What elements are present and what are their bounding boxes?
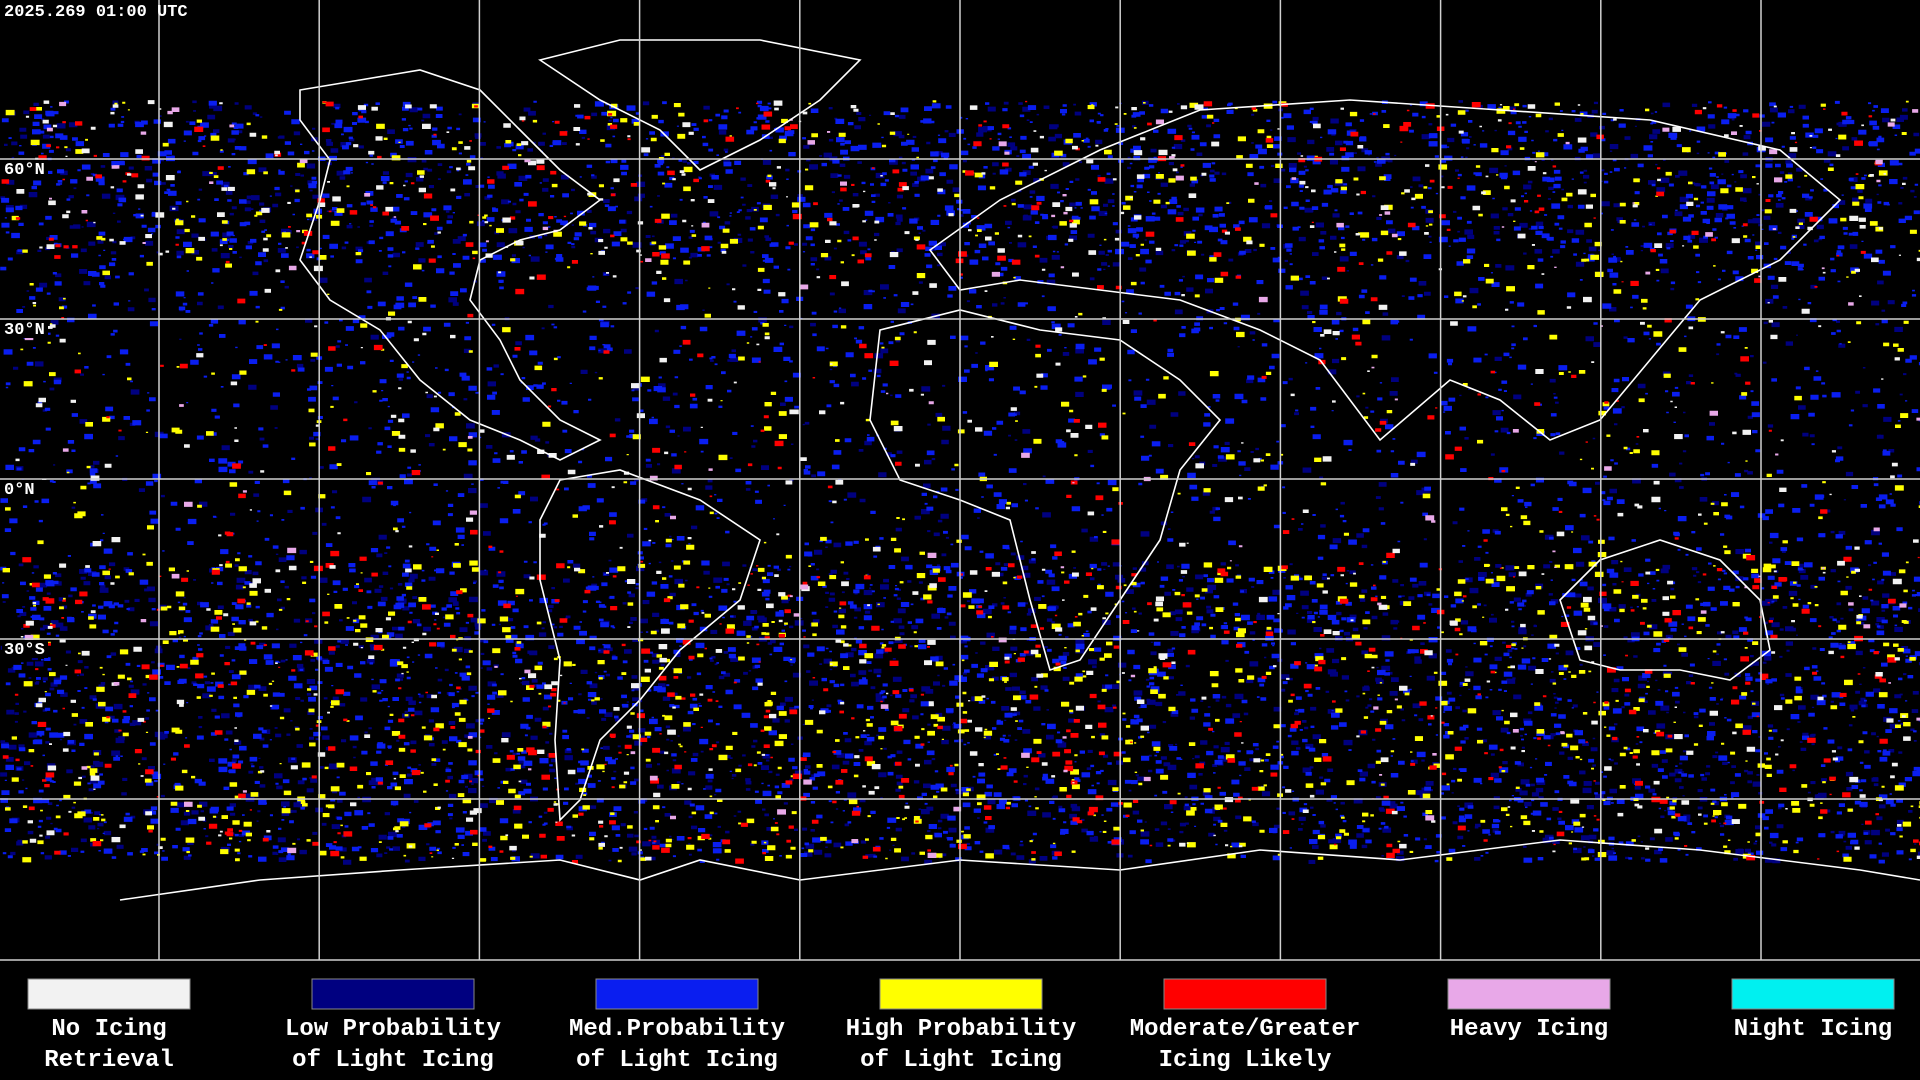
label-backdrop [2,320,48,338]
legend-swatch [27,978,191,1010]
legend-swatch [1731,978,1895,1010]
legend-swatch [1447,978,1611,1010]
legend-swatch [595,978,759,1010]
latitude-label: 30°N [4,321,45,340]
legend-swatch [879,978,1043,1010]
legend-label: of Light Icing [576,1047,778,1074]
legend-label: Retrieval [44,1047,174,1074]
legend-label: Low Probability [285,1016,501,1043]
legend: No Icing Retrieval Low Probability of Light… [27,978,1895,1074]
legend-label: Med.Probability [569,1016,785,1043]
label-backdrop [2,480,48,498]
coastline [1559,539,1771,681]
legend-swatch [311,978,475,1010]
coastline [538,39,862,171]
coastline [299,69,602,461]
legend-label: Night Icing [1734,1016,1892,1043]
legend-label: High Probability [846,1016,1076,1043]
label-backdrop [2,640,48,658]
legend-label: No Icing [51,1016,166,1043]
legend-label: Moderate/Greater [1130,1016,1360,1043]
icing-patches [0,100,1920,865]
coastline [928,99,1842,442]
latitude-label: 60°N [4,161,45,180]
latitude-label: 0°N [4,481,35,500]
graticule [0,0,1920,961]
legend-label: Heavy Icing [1450,1016,1608,1043]
icing-patch-group [0,100,1920,864]
latitude-labels: 60°N 30°N 0°N 30°S [2,160,48,660]
legend-label: of Light Icing [292,1047,494,1074]
label-backdrop [2,160,48,178]
coastline [539,469,761,822]
icing-patch-group [1,100,1920,864]
latitude-label: 30°S [4,641,45,660]
timestamp: 2025.269 01:00 UTC [4,3,188,22]
legend-label: Icing Likely [1159,1047,1332,1074]
legend-swatch [1163,978,1327,1010]
legend-label: of Light Icing [860,1047,1062,1074]
